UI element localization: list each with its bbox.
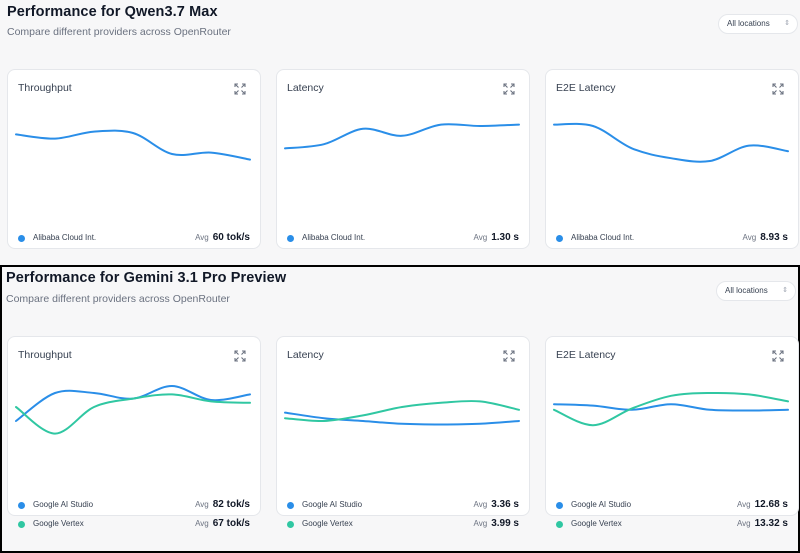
expand-icon[interactable] (234, 83, 246, 95)
legend-row: Google AI Studio Avg 12.68 s (556, 499, 788, 513)
series-line-0 (15, 384, 251, 422)
legend-row: Alibaba Cloud Int. Avg 1.30 s (287, 232, 519, 246)
avg-value: 3.36 s (491, 499, 519, 510)
provider-name: Google Vertex (571, 519, 622, 528)
metric-card-throughput: Throughput Google AI Studio Avg 82 tok/s … (7, 336, 261, 529)
expand-icon[interactable] (503, 83, 515, 95)
location-select-value: All locations (725, 286, 768, 295)
chevron-updown-icon: ⇕ (782, 287, 788, 294)
expand-icon-glyph (772, 83, 784, 95)
legend-row: Alibaba Cloud Int. Avg 60 tok/s (18, 232, 250, 246)
legend-row: Google Vertex Avg 13.32 s (556, 518, 788, 532)
provider-name: Alibaba Cloud Int. (571, 233, 635, 242)
avg-value: 13.32 s (754, 518, 788, 529)
expand-icon-glyph (503, 83, 515, 95)
expand-icon[interactable] (234, 350, 246, 362)
series-line-0 (15, 129, 251, 161)
section-title: Performance for Gemini 3.1 Pro Preview (6, 270, 287, 286)
avg-value: 1.30 s (491, 232, 519, 243)
expand-icon[interactable] (772, 350, 784, 362)
line-chart (284, 399, 520, 426)
legend-row: Google Vertex Avg 67 tok/s (18, 518, 250, 532)
line-chart (15, 129, 251, 161)
line-chart (15, 384, 251, 435)
section-title: Performance for Qwen3.7 Max (7, 4, 218, 20)
avg-label: Avg (736, 500, 751, 509)
card-title: Latency (287, 82, 324, 94)
provider-name: Google Vertex (302, 519, 353, 528)
avg-label: Avg (473, 500, 488, 509)
metric-card-latency: Latency Alibaba Cloud Int. Avg 1.30 s (276, 69, 530, 249)
expand-icon-glyph (772, 350, 784, 362)
avg-label: Avg (195, 500, 209, 509)
provider-name: Google Vertex (33, 519, 84, 528)
series-dot (556, 235, 563, 242)
series-dot (556, 521, 563, 528)
series-line-1 (15, 393, 251, 435)
avg-value: 8.93 s (760, 232, 788, 243)
avg-label: Avg (195, 519, 209, 528)
legend-row: Google AI Studio Avg 82 tok/s (18, 499, 250, 513)
line-chart (553, 122, 789, 163)
legend-row: Google AI Studio Avg 3.36 s (287, 499, 519, 513)
series-dot (18, 235, 25, 242)
provider-name: Alibaba Cloud Int. (302, 233, 366, 242)
legend-row: Alibaba Cloud Int. Avg 8.93 s (556, 232, 788, 246)
avg-value: 67 tok/s (212, 518, 250, 529)
avg-label: Avg (473, 233, 488, 242)
chevron-updown-icon: ⇕ (784, 20, 790, 27)
performance-section-gemini: Performance for Gemini 3.1 Pro Preview C… (0, 265, 800, 553)
series-line-0 (284, 411, 520, 426)
card-title: Throughput (18, 82, 72, 94)
avg-value: 3.99 s (491, 518, 519, 529)
metric-card-latency: Latency Google AI Studio Avg 3.36 s Googl… (276, 336, 530, 529)
provider-name: Google AI Studio (571, 500, 632, 509)
avg-value: 60 tok/s (212, 232, 250, 243)
series-dot (18, 502, 25, 509)
metric-card-throughput: Throughput Alibaba Cloud Int. Avg 60 tok/… (7, 69, 261, 249)
series-line-0 (284, 123, 520, 150)
expand-icon[interactable] (772, 83, 784, 95)
expand-icon-glyph (503, 350, 515, 362)
legend-row: Google Vertex Avg 3.99 s (287, 518, 519, 532)
avg-value: 82 tok/s (212, 499, 250, 510)
performance-section-qwen: Performance for Qwen3.7 Max Compare diff… (0, 0, 800, 265)
expand-icon-glyph (234, 350, 246, 362)
series-line-1 (284, 399, 520, 423)
avg-label: Avg (473, 519, 488, 528)
series-line-1 (553, 391, 789, 427)
card-title: E2E Latency (556, 349, 616, 361)
provider-name: Google AI Studio (33, 500, 94, 509)
card-title: Latency (287, 349, 324, 361)
expand-icon-glyph (234, 83, 246, 95)
section-subtitle: Compare different providers across OpenR… (7, 26, 231, 38)
provider-name: Alibaba Cloud Int. (33, 233, 97, 242)
location-select-value: All locations (727, 19, 770, 28)
series-dot (556, 502, 563, 509)
series-line-0 (553, 403, 789, 412)
series-dot (287, 502, 294, 509)
location-select[interactable]: All locations ⇕ (718, 14, 798, 34)
avg-value: 12.68 s (754, 499, 788, 510)
series-dot (287, 521, 294, 528)
card-title: Throughput (18, 349, 72, 361)
series-dot (18, 521, 25, 528)
provider-name: Google AI Studio (302, 500, 363, 509)
series-dot (287, 235, 294, 242)
location-select[interactable]: All locations ⇕ (716, 281, 796, 301)
section-subtitle: Compare different providers across OpenR… (6, 293, 230, 305)
avg-label: Avg (742, 233, 757, 242)
metric-card-e2e-latency: E2E Latency Google AI Studio Avg 12.68 s … (545, 336, 799, 529)
avg-label: Avg (736, 519, 751, 528)
avg-label: Avg (195, 233, 209, 242)
metric-card-e2e-latency: E2E Latency Alibaba Cloud Int. Avg 8.93 s (545, 69, 799, 249)
series-line-0 (553, 122, 789, 163)
line-chart (284, 123, 520, 150)
card-title: E2E Latency (556, 82, 616, 94)
line-chart (553, 391, 789, 427)
expand-icon[interactable] (503, 350, 515, 362)
